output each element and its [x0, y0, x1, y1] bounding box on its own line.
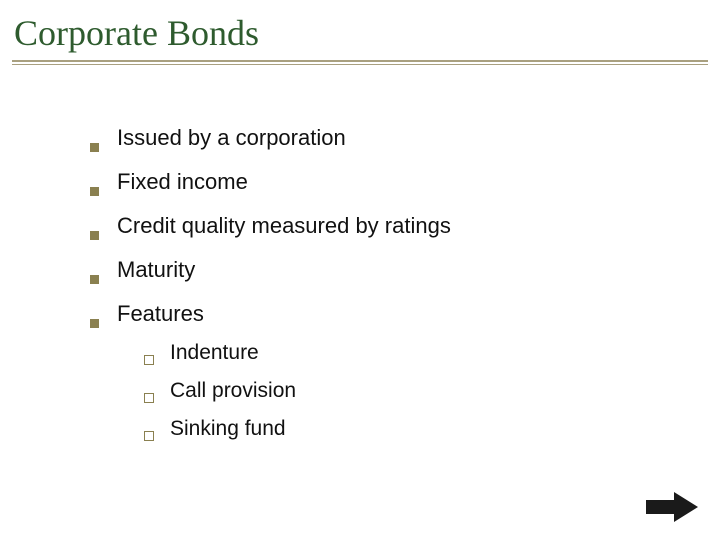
square-bullet-icon — [90, 275, 99, 284]
bullet-body: Issued by a corporation Fixed income Cre… — [90, 125, 660, 445]
sub-list-item: Sinking fund — [144, 417, 660, 441]
hollow-square-bullet-icon — [144, 355, 154, 365]
list-item: Fixed income — [90, 169, 660, 195]
sub-list: Indenture Call provision Sinking fund — [144, 341, 660, 441]
next-arrow-icon[interactable] — [646, 492, 698, 522]
sub-list-item: Indenture — [144, 341, 660, 365]
hollow-square-bullet-icon — [144, 431, 154, 441]
slide: Corporate Bonds Issued by a corporation … — [0, 0, 720, 540]
sub-list-item-text: Call provision — [170, 379, 296, 403]
list-item-text: Credit quality measured by ratings — [117, 213, 451, 239]
square-bullet-icon — [90, 319, 99, 328]
title-rule — [12, 60, 708, 65]
title-block: Corporate Bonds — [12, 14, 708, 65]
sub-list-item-text: Sinking fund — [170, 417, 286, 441]
list-item-text: Fixed income — [117, 169, 248, 195]
title-rule-inner — [12, 64, 708, 65]
list-item: Issued by a corporation — [90, 125, 660, 151]
list-item: Maturity — [90, 257, 660, 283]
square-bullet-icon — [90, 143, 99, 152]
hollow-square-bullet-icon — [144, 393, 154, 403]
list-item-text: Issued by a corporation — [117, 125, 346, 151]
sub-list-item: Call provision — [144, 379, 660, 403]
square-bullet-icon — [90, 231, 99, 240]
list-item-text: Maturity — [117, 257, 195, 283]
list-item: Credit quality measured by ratings — [90, 213, 660, 239]
list-item-text: Features — [117, 301, 204, 327]
sub-list-item-text: Indenture — [170, 341, 259, 365]
square-bullet-icon — [90, 187, 99, 196]
slide-title: Corporate Bonds — [14, 14, 708, 54]
list-item: Features — [90, 301, 660, 327]
